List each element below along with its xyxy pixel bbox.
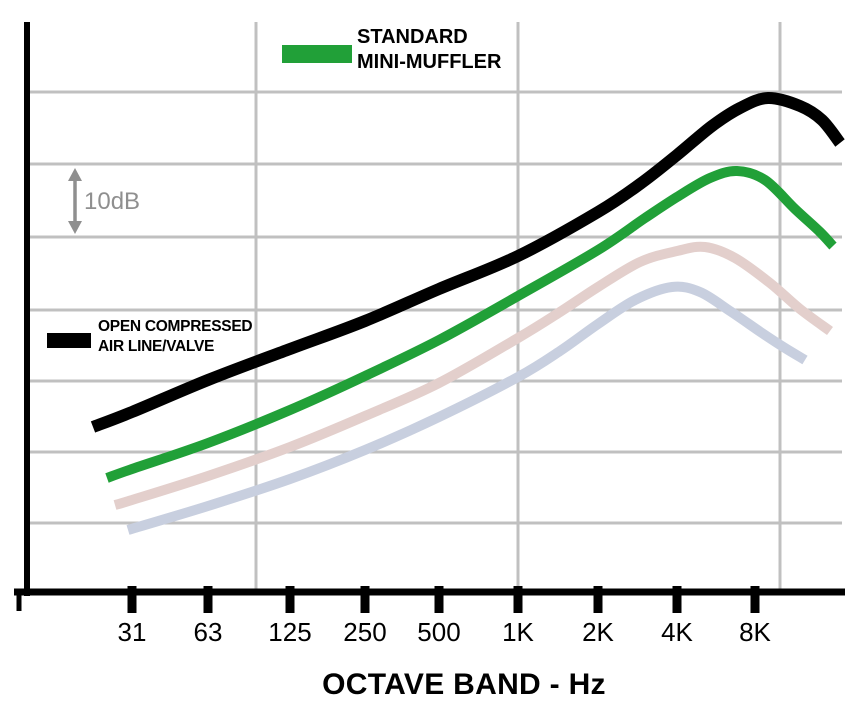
legend-swatch-black <box>47 333 91 348</box>
legend-standard-text: STANDARD MINI-MUFFLER <box>357 25 501 75</box>
x-tick-label-125: 125 <box>268 617 312 647</box>
x-tick-label-500: 500 <box>417 617 461 647</box>
x-tick-label-250: 250 <box>343 617 387 647</box>
scale-indicator-label: 10dB <box>84 188 141 215</box>
x-tick-label-1k: 1K <box>502 617 534 647</box>
x-tick-label-8k: 8K <box>739 617 771 647</box>
legend-standard-line1: STANDARD <box>357 26 468 48</box>
scale-arrow-head-down-icon <box>68 221 82 234</box>
x-tick-label-4k: 4K <box>661 617 693 647</box>
x-axis-title: OCTAVE BAND - Hz <box>322 668 606 701</box>
curve-unlabeled-pink <box>113 241 833 510</box>
curve-open-compressed-air-line-valve <box>90 92 845 433</box>
legend-standard-line2: MINI-MUFFLER <box>357 51 502 73</box>
scale-arrow-head-up-icon <box>68 168 82 181</box>
x-tick-label-31: 31 <box>117 617 147 647</box>
x-tick-label-63: 63 <box>193 617 223 647</box>
curve-standard-mini-muffler <box>105 165 837 483</box>
legend-open-air-line2: AIR LINE/VALVE <box>98 338 215 355</box>
legend-open-air-line1: OPEN COMPRESSED <box>98 318 253 335</box>
x-tick-label-2k: 2K <box>582 617 614 647</box>
curve-unlabeled-light-blue <box>126 281 808 535</box>
legend-open-air-text: OPEN COMPRESSED AIR LINE/VALVE <box>98 317 253 357</box>
legend-swatch-green <box>282 45 352 63</box>
